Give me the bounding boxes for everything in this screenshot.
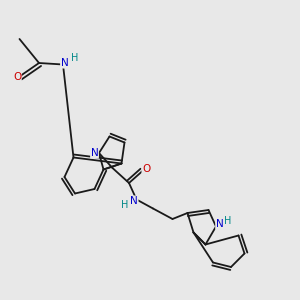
Text: N: N [216,219,224,229]
Text: H: H [122,200,129,210]
Text: N: N [91,148,98,158]
Text: H: H [71,53,78,64]
Text: O: O [142,164,150,175]
Text: N: N [61,58,68,68]
Text: O: O [13,71,21,82]
Text: H: H [224,215,232,226]
Text: N: N [130,196,138,206]
